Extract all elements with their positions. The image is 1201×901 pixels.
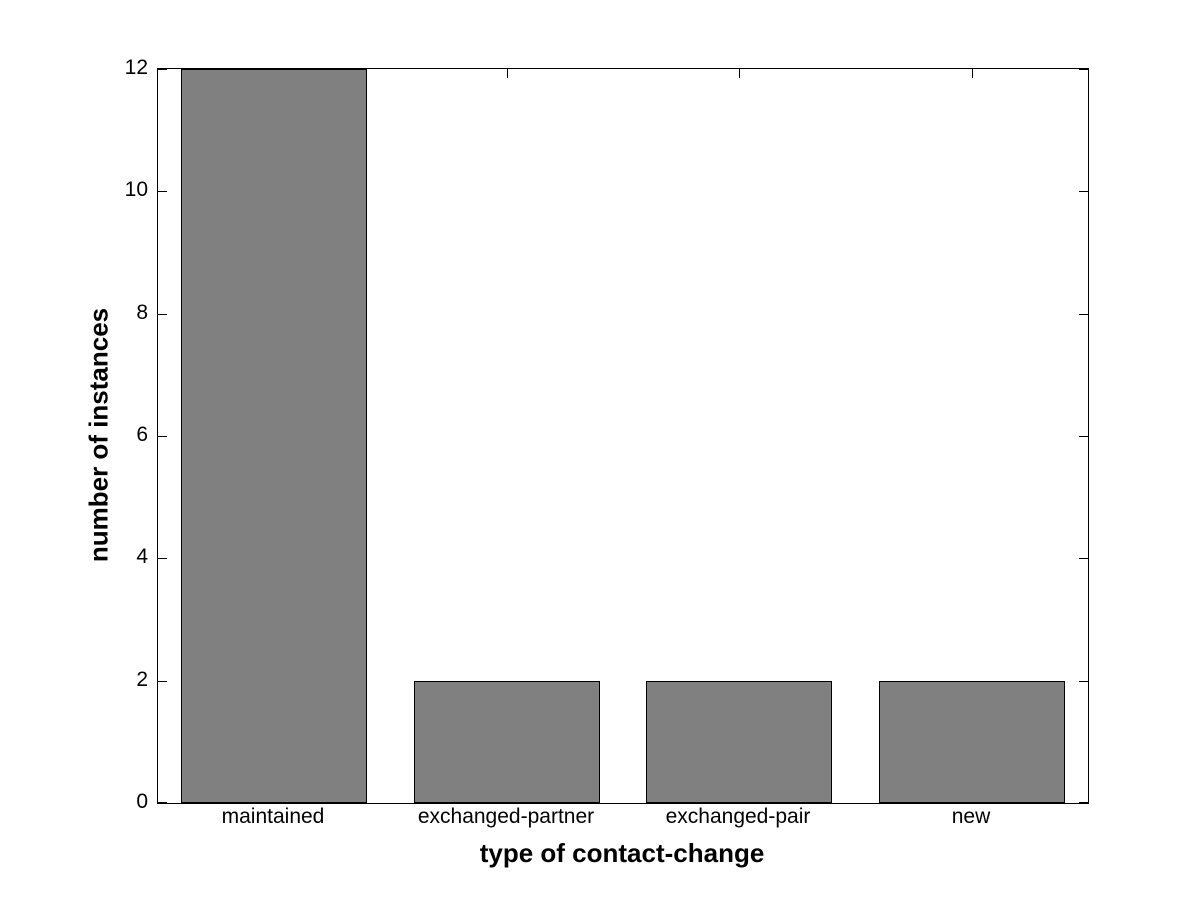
y-axis-tick	[158, 681, 167, 682]
x-axis-label: type of contact-change	[479, 838, 765, 868]
y-axis-tick	[1079, 681, 1088, 682]
y-axis-tick	[1079, 69, 1088, 70]
y-axis-tick	[1079, 314, 1088, 315]
y-axis-tick	[1079, 802, 1088, 803]
y-axis-tick	[158, 436, 167, 437]
y-axis-tick	[158, 191, 167, 192]
y-axis-tick	[1079, 558, 1088, 559]
bar-new	[879, 681, 1065, 803]
bar-exchanged-partner	[414, 681, 600, 803]
x-axis-tick	[739, 69, 740, 78]
y-axis-tick	[158, 314, 167, 315]
y-tick-label: 4	[136, 545, 148, 568]
y-tick-label: 2	[136, 668, 148, 691]
x-axis-tick	[507, 69, 508, 78]
y-tick-label: 10	[124, 178, 148, 201]
x-axis-tick	[972, 69, 973, 78]
bar-maintained	[181, 69, 367, 803]
plot-area	[157, 68, 1089, 804]
y-axis-tick	[158, 802, 167, 803]
bar-exchanged-pair	[646, 681, 832, 803]
x-tick-label: maintained	[221, 805, 325, 828]
y-tick-label: 0	[136, 790, 148, 813]
y-tick-label: 6	[136, 423, 148, 446]
x-tick-label: new	[951, 805, 991, 828]
x-tick-label: exchanged-partner	[417, 805, 595, 828]
y-axis-tick	[1079, 436, 1088, 437]
y-axis-tick	[1079, 191, 1088, 192]
y-axis-tick	[158, 69, 167, 70]
y-tick-label: 8	[136, 301, 148, 324]
y-tick-label: 12	[124, 56, 148, 79]
x-tick-label: exchanged-pair	[665, 805, 811, 828]
y-axis-tick	[158, 558, 167, 559]
